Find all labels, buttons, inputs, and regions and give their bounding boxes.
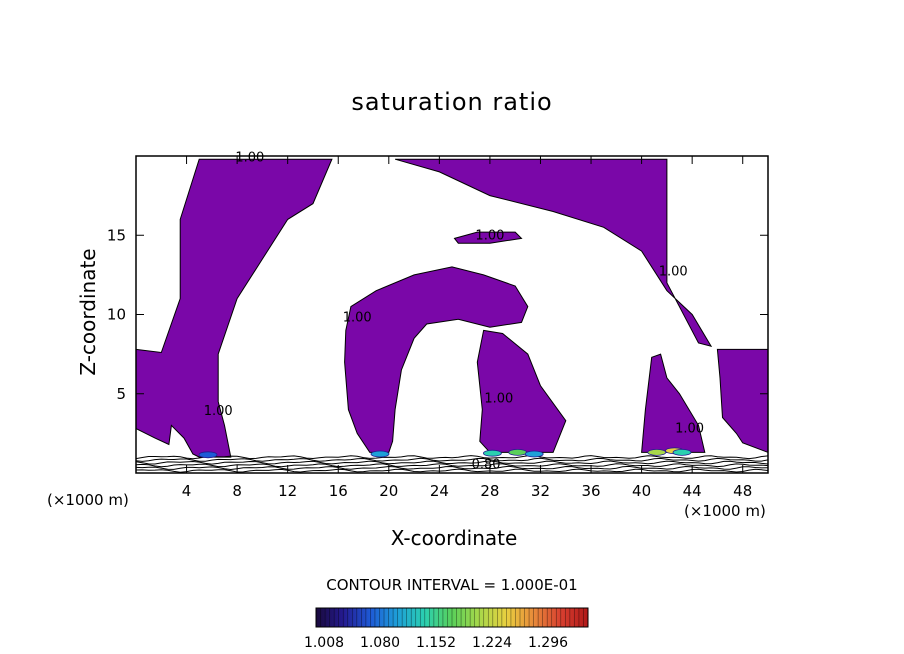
region-center-arch [344, 266, 529, 453]
supersaturation-cell [672, 448, 692, 456]
colorbar-tick-label: 1.008 [304, 635, 344, 651]
contour-regions [136, 158, 768, 458]
x-tick-label: 24 [430, 482, 449, 500]
region-center-right-blob [476, 329, 567, 453]
y-tick-label: 10 [107, 306, 126, 324]
x-tick-label: 16 [329, 482, 348, 500]
y-axis-label: Z-coordinate [76, 248, 100, 376]
contour-label: 0.80 [472, 457, 501, 472]
y-axis: 5 10 15 [107, 226, 768, 403]
x-tick-label: 20 [379, 482, 398, 500]
supersaturation-cell [524, 450, 544, 458]
supersaturation-cell [370, 450, 390, 458]
contour-label: 1.00 [235, 151, 264, 166]
x-axis: 4 8 12 16 20 24 28 32 36 40 44 48 [182, 156, 752, 500]
contour-label: 1.00 [675, 422, 704, 437]
region-far-right [716, 348, 768, 453]
supersaturation-cell [198, 451, 218, 459]
contour-label: 1.00 [204, 404, 233, 419]
x-tick-label: 12 [278, 482, 297, 500]
x-tick-label: 36 [581, 482, 600, 500]
surface-contour-line [136, 468, 768, 473]
colorbar-tick-label: 1.152 [416, 635, 456, 651]
chart-title: saturation ratio [351, 88, 553, 116]
supersaturation-cell [482, 449, 502, 457]
colorbar-tick-label: 1.296 [528, 635, 568, 651]
contour-interval-text: CONTOUR INTERVAL = 1.000E-01 [326, 576, 578, 594]
contour-labels: 1.00 1.00 1.00 1.00 1.00 1.00 1.00 0.80 [204, 151, 704, 473]
supersaturation-cell [508, 448, 528, 456]
surface-contour-line [136, 457, 768, 462]
y-tick-label: 5 [116, 385, 126, 403]
y-tick-label: 15 [107, 226, 126, 244]
surface-contour-line [136, 460, 768, 465]
surface-contour-line [136, 463, 768, 468]
region-center-tongue [453, 231, 523, 244]
supersaturation-cell [647, 448, 667, 456]
colorbar-tick-label: 1.224 [472, 635, 512, 651]
surface-contour-lines [136, 447, 768, 473]
region-top-center [394, 158, 713, 347]
x-unit-left: (×1000 m) [47, 491, 129, 509]
region-right-blob [641, 353, 706, 453]
x-unit-right: (×1000 m) [684, 502, 766, 520]
x-tick-label: 32 [531, 482, 550, 500]
surface-contour-line [136, 465, 768, 471]
x-tick-label: 48 [733, 482, 752, 500]
x-tick-label: 8 [232, 482, 242, 500]
x-axis-label: X-coordinate [390, 526, 518, 550]
region-left-upper [136, 158, 333, 458]
x-tick-label: 44 [683, 482, 702, 500]
contour-label: 1.00 [475, 228, 504, 243]
contour-label: 1.00 [659, 265, 688, 280]
colorbar: 1.008 1.080 1.152 1.224 1.296 [304, 607, 589, 651]
x-tick-label: 28 [480, 482, 499, 500]
colorbar-tick-label: 1.080 [360, 635, 400, 651]
contour-label: 1.00 [343, 311, 372, 326]
x-tick-label: 40 [632, 482, 651, 500]
x-tick-label: 4 [182, 482, 192, 500]
surface-contour-line [136, 455, 768, 460]
contour-label: 1.00 [484, 392, 513, 407]
